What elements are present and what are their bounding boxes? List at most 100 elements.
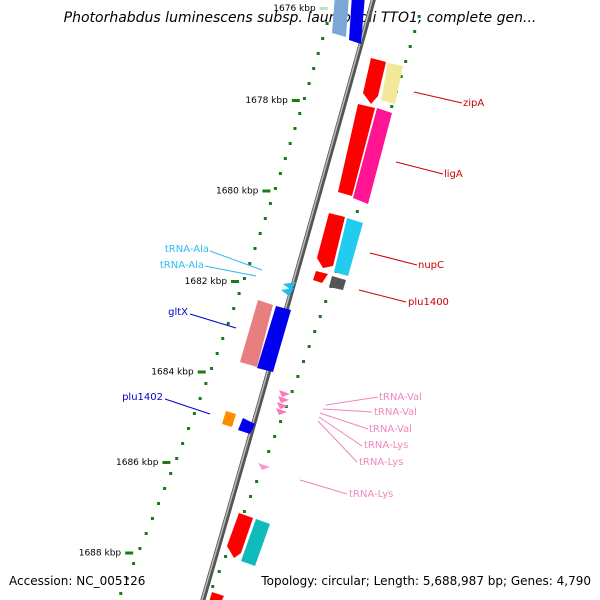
track-dot	[221, 337, 225, 340]
track-dot	[268, 202, 272, 205]
track-dot	[312, 67, 316, 70]
track-dot	[404, 60, 408, 63]
track-dot	[217, 570, 221, 573]
track-dot	[298, 112, 302, 115]
track-dot	[263, 217, 267, 220]
kbp-tick-mark	[291, 99, 300, 102]
kbp-tick-label: 1678 kbp	[245, 96, 288, 106]
gene-arrow[interactable]	[209, 592, 224, 600]
kbp-tick-label: 1686 kbp	[116, 458, 159, 468]
gene-label-plu1402[interactable]: plu1402	[122, 392, 163, 403]
trna-lys-marker[interactable]	[276, 408, 287, 415]
track-dot	[232, 307, 236, 310]
backbone-highlight	[201, 0, 374, 600]
track-dot	[253, 247, 257, 250]
topology-summary: Topology: circular; Length: 5,688,987 bp…	[261, 574, 591, 588]
trna-val-marker[interactable]	[279, 390, 290, 397]
gene-arrow-liga[interactable]	[338, 104, 375, 196]
track-dot	[302, 360, 306, 363]
gene-arrow[interactable]	[257, 306, 291, 372]
kbp-tick-mark	[231, 280, 240, 283]
track-dot	[163, 487, 167, 490]
gene-label-liga[interactable]: ligA	[444, 169, 463, 180]
connector	[358, 289, 407, 303]
track-dot	[215, 352, 219, 355]
track-dot	[187, 427, 191, 430]
trna-lys-marker[interactable]	[258, 463, 270, 470]
connector	[319, 412, 369, 430]
track-dot	[255, 480, 259, 483]
trna-val-marker[interactable]	[278, 396, 289, 403]
track-dot	[408, 45, 412, 48]
track-dot	[413, 30, 417, 33]
track-dot	[224, 555, 228, 558]
track-dot	[157, 502, 161, 505]
track-dot	[318, 315, 322, 318]
connector	[299, 479, 348, 495]
kbp-tick-mark	[162, 461, 171, 464]
track-dot	[226, 322, 230, 325]
track-dot	[119, 592, 123, 595]
trna-val-marker[interactable]	[277, 402, 288, 409]
gene-features-forward	[209, 0, 403, 600]
connector	[413, 91, 463, 104]
kbp-tick-mark	[197, 370, 206, 374]
track-dot	[249, 495, 253, 498]
track-dot	[278, 172, 282, 175]
track-dot	[210, 367, 214, 370]
gene-arrow-zipa[interactable]	[363, 58, 386, 104]
gene-arrow[interactable]	[334, 218, 363, 276]
gene-arrow-nupc[interactable]	[317, 213, 345, 268]
gene-arrow-plu1402[interactable]	[222, 411, 236, 427]
gene-arrow[interactable]	[238, 418, 255, 434]
track-dot	[307, 82, 311, 85]
gene-label-trna-val[interactable]: tRNA-Val	[379, 392, 422, 403]
track-dot	[242, 510, 246, 513]
track-dot	[293, 127, 297, 130]
gene-label-trna-lys[interactable]: tRNA-Lys	[364, 440, 408, 451]
gene-arrow-plu1400[interactable]	[313, 271, 328, 283]
track-dot	[296, 375, 300, 378]
gene-arrow[interactable]	[332, 0, 349, 37]
track-dot	[267, 450, 271, 453]
track-dot	[399, 75, 403, 78]
kbp-tick-label: 1688 kbp	[79, 549, 122, 559]
track-dot	[144, 532, 148, 535]
kbp-tick-mark	[262, 189, 271, 193]
gene-arrow[interactable]	[227, 513, 253, 558]
gene-label-zipa[interactable]: zipA	[463, 98, 484, 109]
kbp-tick-label: 1684 kbp	[151, 368, 194, 378]
trna-ala-marker[interactable]	[283, 282, 296, 290]
gene-arrow[interactable]	[329, 276, 346, 290]
gene-label-plu1400[interactable]: plu1400	[408, 297, 449, 308]
gene-arrow-gltx[interactable]	[240, 300, 273, 367]
trna-ala-marker[interactable]	[281, 288, 294, 296]
gene-label-gltx[interactable]: gltX	[168, 307, 188, 318]
track-dot	[181, 442, 185, 445]
gene-label-trna-ala[interactable]: tRNA-Ala	[160, 260, 204, 271]
label-connectors	[164, 91, 463, 495]
track-dot	[242, 277, 246, 280]
track-dot	[325, 22, 329, 25]
gene-label-nupc[interactable]: nupC	[418, 260, 444, 271]
gene-label-trna-val[interactable]: tRNA-Val	[374, 407, 417, 418]
gene-arrow[interactable]	[349, 0, 365, 44]
gene-arrow[interactable]	[241, 519, 270, 566]
gene-label-trna-lys[interactable]: tRNA-Lys	[359, 457, 403, 468]
track-dot	[355, 210, 359, 213]
kbp-tick-mark	[125, 551, 134, 555]
track-dot	[273, 435, 277, 438]
connector	[317, 420, 358, 463]
gene-label-trna-val[interactable]: tRNA-Val	[369, 424, 412, 435]
gene-label-trna-lys[interactable]: tRNA-Lys	[349, 489, 393, 500]
gene-label-trna-ala[interactable]: tRNA-Ala	[165, 244, 209, 255]
kbp-tick-label: 1682 kbp	[185, 277, 228, 287]
track-dot	[175, 457, 179, 460]
track-dot	[258, 232, 262, 235]
gene-arrow[interactable]	[353, 108, 392, 204]
track-dot	[307, 345, 311, 348]
gene-arrow[interactable]	[381, 63, 403, 104]
track-dot	[417, 15, 421, 18]
connector	[369, 252, 418, 266]
